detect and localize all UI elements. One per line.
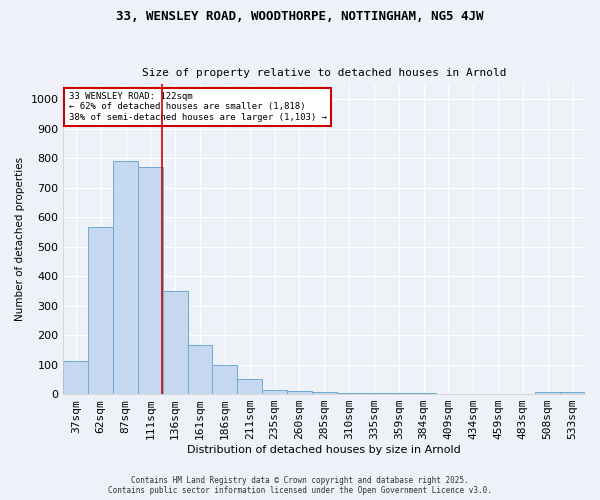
Bar	[64, 361, 88, 394]
Bar	[113, 161, 138, 394]
Bar	[560, 392, 585, 394]
Bar	[212, 366, 237, 394]
Bar	[237, 378, 262, 394]
Bar	[262, 390, 287, 394]
Bar	[361, 392, 386, 394]
Title: Size of property relative to detached houses in Arnold: Size of property relative to detached ho…	[142, 68, 506, 78]
Bar	[337, 392, 361, 394]
Y-axis label: Number of detached properties: Number of detached properties	[15, 157, 25, 322]
Text: Contains HM Land Registry data © Crown copyright and database right 2025.
Contai: Contains HM Land Registry data © Crown c…	[108, 476, 492, 495]
Bar	[163, 291, 188, 394]
Bar	[88, 228, 113, 394]
X-axis label: Distribution of detached houses by size in Arnold: Distribution of detached houses by size …	[187, 445, 461, 455]
Bar	[312, 392, 337, 394]
Bar	[188, 344, 212, 394]
Bar	[535, 392, 560, 394]
Text: 33 WENSLEY ROAD: 122sqm
← 62% of detached houses are smaller (1,818)
38% of semi: 33 WENSLEY ROAD: 122sqm ← 62% of detache…	[68, 92, 326, 122]
Text: 33, WENSLEY ROAD, WOODTHORPE, NOTTINGHAM, NG5 4JW: 33, WENSLEY ROAD, WOODTHORPE, NOTTINGHAM…	[116, 10, 484, 23]
Bar	[138, 167, 163, 394]
Bar	[287, 391, 312, 394]
